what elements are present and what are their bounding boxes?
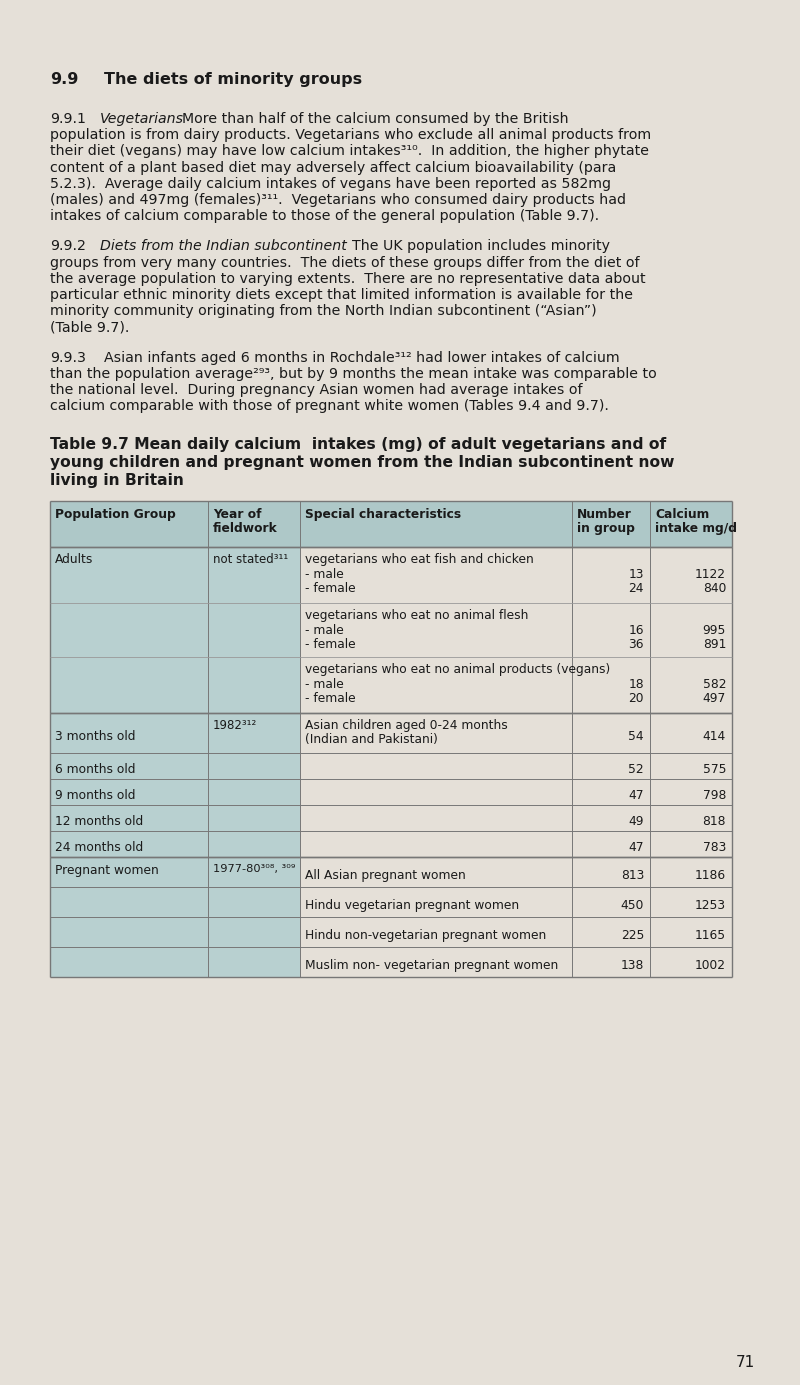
Text: calcium comparable with those of pregnant white women (Tables 9.4 and 9.7).: calcium comparable with those of pregnan…: [50, 399, 609, 413]
Text: 54: 54: [628, 730, 644, 742]
Text: 3 months old: 3 months old: [55, 730, 135, 742]
Text: More than half of the calcium consumed by the British: More than half of the calcium consumed b…: [182, 112, 569, 126]
Text: 9.9.3: 9.9.3: [50, 350, 86, 364]
Text: 36: 36: [629, 638, 644, 651]
Text: 12 months old: 12 months old: [55, 814, 143, 828]
Text: 1002: 1002: [695, 958, 726, 972]
Text: The diets of minority groups: The diets of minority groups: [104, 72, 362, 87]
Text: Special characteristics: Special characteristics: [305, 508, 461, 521]
Text: groups from very many countries.  The diets of these groups differ from the diet: groups from very many countries. The die…: [50, 256, 639, 270]
Text: 1122: 1122: [695, 568, 726, 580]
Text: Asian children aged 0-24 months: Asian children aged 0-24 months: [305, 719, 508, 733]
Text: not stated³¹¹: not stated³¹¹: [213, 554, 288, 566]
Text: 575: 575: [702, 763, 726, 776]
Text: 5.2.3).  Average daily calcium intakes of vegans have been reported as 582mg: 5.2.3). Average daily calcium intakes of…: [50, 177, 611, 191]
Text: - male: - male: [305, 677, 344, 691]
Bar: [50, 857, 300, 978]
Text: 6 months old: 6 months old: [55, 763, 135, 776]
Text: 9.9: 9.9: [50, 72, 78, 87]
Text: Pregnant women: Pregnant women: [55, 864, 158, 878]
Text: 13: 13: [629, 568, 644, 580]
Text: 20: 20: [629, 692, 644, 705]
Text: 840: 840: [702, 583, 726, 596]
Text: - male: - male: [305, 568, 344, 580]
Text: Number: Number: [577, 508, 632, 521]
Text: 47: 47: [629, 789, 644, 802]
Text: 891: 891: [702, 638, 726, 651]
Text: The UK population includes minority: The UK population includes minority: [352, 240, 610, 253]
Text: 450: 450: [621, 899, 644, 911]
Text: 1186: 1186: [695, 868, 726, 882]
Text: Asian infants aged 6 months in Rochdale³¹² had lower intakes of calcium: Asian infants aged 6 months in Rochdale³…: [104, 350, 620, 364]
Text: vegetarians who eat no animal flesh: vegetarians who eat no animal flesh: [305, 609, 528, 622]
Text: 582: 582: [702, 677, 726, 691]
Text: 24: 24: [629, 583, 644, 596]
Text: 1982³¹²: 1982³¹²: [213, 719, 258, 733]
Text: - male: - male: [305, 623, 344, 637]
Text: 47: 47: [629, 841, 644, 855]
Text: 497: 497: [702, 692, 726, 705]
Text: 138: 138: [621, 958, 644, 972]
Text: 798: 798: [702, 789, 726, 802]
Text: population is from dairy products. Vegetarians who exclude all animal products f: population is from dairy products. Veget…: [50, 129, 651, 143]
Text: 9.9.1: 9.9.1: [50, 112, 86, 126]
Bar: [50, 713, 300, 857]
Text: 9.9.2: 9.9.2: [50, 240, 86, 253]
Text: 414: 414: [702, 730, 726, 742]
Text: their diet (vegans) may have low calcium intakes³¹⁰.  In addition, the higher ph: their diet (vegans) may have low calcium…: [50, 144, 649, 158]
Text: 16: 16: [629, 623, 644, 637]
Text: 1165: 1165: [695, 929, 726, 942]
Text: (Indian and Pakistani): (Indian and Pakistani): [305, 734, 438, 747]
Text: 818: 818: [702, 814, 726, 828]
Text: (males) and 497mg (females)³¹¹.  Vegetarians who consumed dairy products had: (males) and 497mg (females)³¹¹. Vegetari…: [50, 193, 626, 206]
Text: 1253: 1253: [695, 899, 726, 911]
Text: the average population to varying extents.  There are no representative data abo: the average population to varying extent…: [50, 271, 646, 285]
Text: young children and pregnant women from the Indian subcontinent now: young children and pregnant women from t…: [50, 456, 674, 471]
Text: particular ethnic minority diets except that limited information is available fo: particular ethnic minority diets except …: [50, 288, 633, 302]
Text: in group: in group: [577, 522, 635, 536]
Text: Calcium: Calcium: [655, 508, 710, 521]
Text: intake mg/d: intake mg/d: [655, 522, 737, 536]
Text: All Asian pregnant women: All Asian pregnant women: [305, 868, 466, 882]
Text: Diets from the Indian subcontinent: Diets from the Indian subcontinent: [100, 240, 346, 253]
Text: 813: 813: [621, 868, 644, 882]
Text: Population Group: Population Group: [55, 508, 176, 521]
Text: 24 months old: 24 months old: [55, 841, 143, 855]
Text: 18: 18: [628, 677, 644, 691]
Text: 995: 995: [702, 623, 726, 637]
Text: than the population average²⁹³, but by 9 months the mean intake was comparable t: than the population average²⁹³, but by 9…: [50, 367, 657, 381]
Text: 9 months old: 9 months old: [55, 789, 135, 802]
Text: vegetarians who eat no animal products (vegans): vegetarians who eat no animal products (…: [305, 663, 610, 676]
Text: Table 9.7 Mean daily calcium  intakes (mg) of adult vegetarians and of: Table 9.7 Mean daily calcium intakes (mg…: [50, 438, 666, 453]
Text: Hindu non-vegetarian pregnant women: Hindu non-vegetarian pregnant women: [305, 929, 546, 942]
Text: - female: - female: [305, 692, 356, 705]
Text: 225: 225: [621, 929, 644, 942]
Text: - female: - female: [305, 583, 356, 596]
Text: Adults: Adults: [55, 554, 94, 566]
Text: Year of: Year of: [213, 508, 262, 521]
Bar: [50, 547, 300, 713]
Text: Hindu vegetarian pregnant women: Hindu vegetarian pregnant women: [305, 899, 519, 911]
Text: Muslim non- vegetarian pregnant women: Muslim non- vegetarian pregnant women: [305, 958, 558, 972]
Text: fieldwork: fieldwork: [213, 522, 278, 536]
Text: 71: 71: [736, 1355, 755, 1370]
Bar: [50, 501, 732, 547]
Text: 783: 783: [702, 841, 726, 855]
Text: living in Britain: living in Britain: [50, 474, 184, 489]
Text: minority community originating from the North Indian subcontinent (“Asian”): minority community originating from the …: [50, 305, 597, 319]
Text: the national level.  During pregnancy Asian women had average intakes of: the national level. During pregnancy Asi…: [50, 384, 582, 397]
Text: content of a plant based diet may adversely affect calcium bioavailability (para: content of a plant based diet may advers…: [50, 161, 616, 175]
Text: Vegetarians: Vegetarians: [100, 112, 184, 126]
Text: intakes of calcium comparable to those of the general population (Table 9.7).: intakes of calcium comparable to those o…: [50, 209, 599, 223]
Text: 1977-80³⁰⁸, ³⁰⁹: 1977-80³⁰⁸, ³⁰⁹: [213, 864, 295, 874]
Text: - female: - female: [305, 638, 356, 651]
Text: 52: 52: [628, 763, 644, 776]
Text: 49: 49: [629, 814, 644, 828]
Text: vegetarians who eat fish and chicken: vegetarians who eat fish and chicken: [305, 554, 534, 566]
Text: (Table 9.7).: (Table 9.7).: [50, 320, 130, 334]
